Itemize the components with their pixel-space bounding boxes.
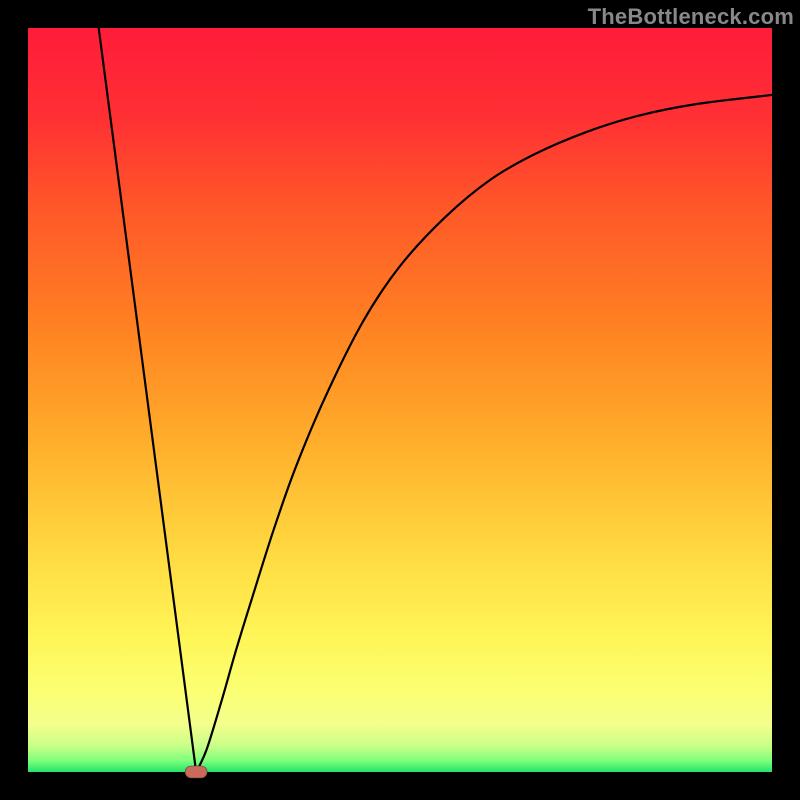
chart-background: [28, 28, 772, 772]
optimal-point-marker: [185, 766, 207, 778]
bottleneck-curve-chart: TheBottleneck.com: [0, 0, 800, 800]
watermark-label: TheBottleneck.com: [588, 4, 794, 30]
chart-svg: [0, 0, 800, 800]
